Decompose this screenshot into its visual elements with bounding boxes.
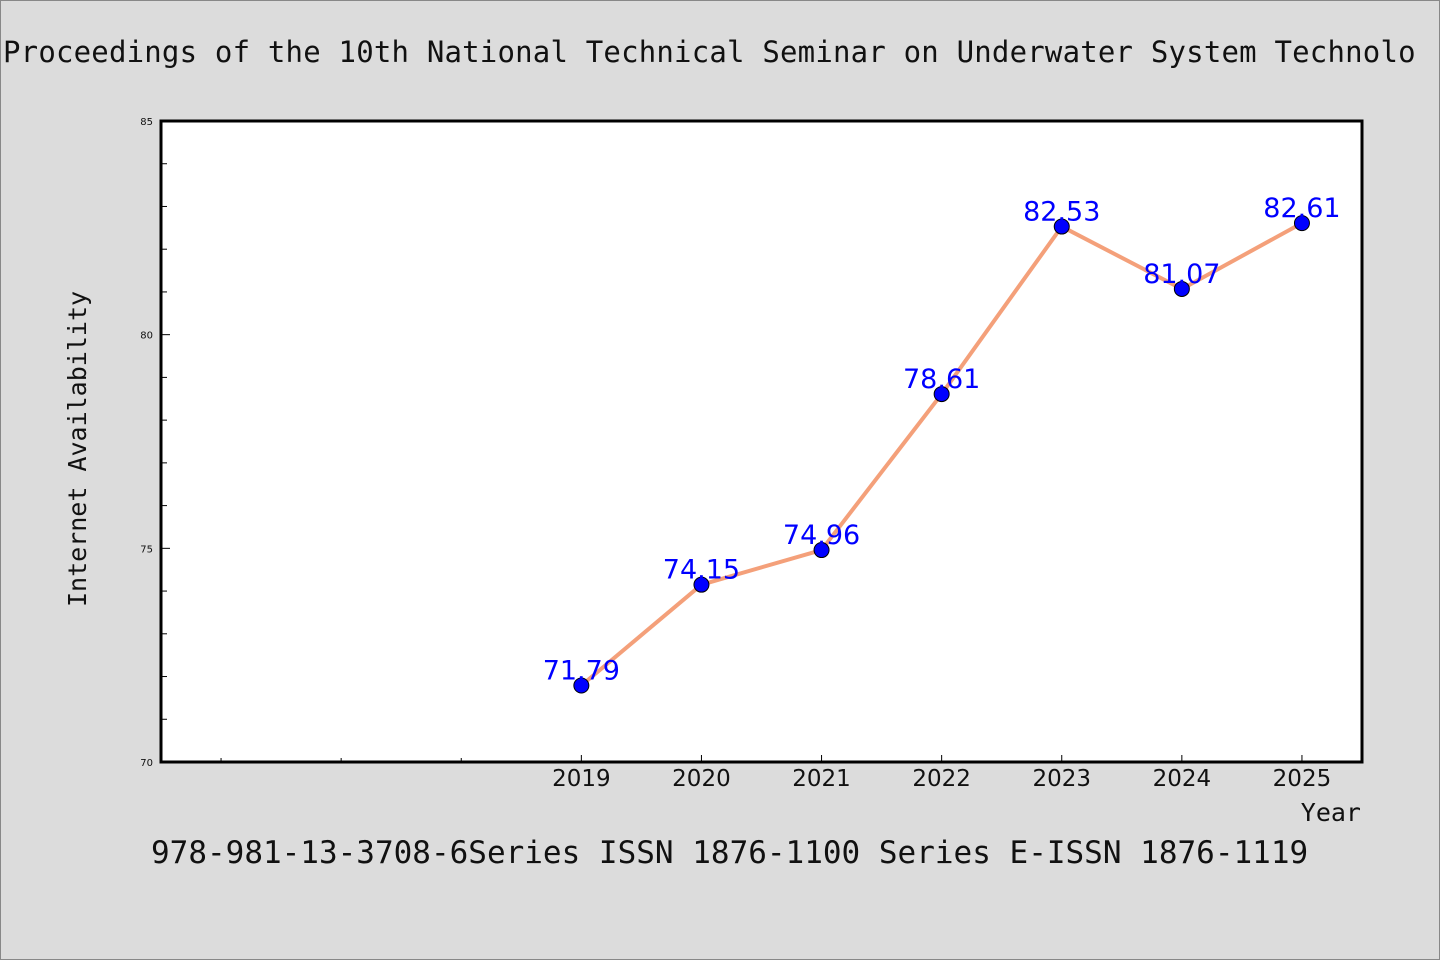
data-label: 81.07 [1143,259,1220,290]
isbn-footer: 978-981-13-3708-6Series ISSN 1876-1100 S… [151,835,1309,871]
data-point [933,386,950,403]
x-tick-label: 2023 [1032,766,1091,792]
data-point [813,542,830,559]
data-label: 78.61 [903,364,980,395]
x-tick-label: 2024 [1153,766,1212,792]
y-tick-label: 85 [140,117,153,128]
data-label: 74.15 [663,555,740,586]
x-tick-label: 2025 [1273,766,1332,792]
x-tick-label: 2019 [552,766,611,792]
y-axis-label: Internet Availability [63,291,92,607]
data-point [1173,280,1190,297]
data-label: 82.53 [1023,197,1100,228]
y-tick-label: 80 [140,331,153,342]
x-axis-label: Year [1301,798,1361,827]
data-point [1053,218,1070,235]
data-point [1293,215,1310,232]
data-label: 74.96 [783,520,860,551]
data-point [573,677,590,694]
data-point [693,576,710,593]
x-tick-label: 2022 [912,766,971,792]
x-tick-label: 2020 [672,766,731,792]
chart-title: Proceedings of the 10th National Technic… [3,35,1416,69]
data-label: 71.79 [543,656,620,687]
plot-area [159,119,1364,764]
data-label: 82.61 [1263,193,1340,224]
y-tick-label: 75 [140,544,153,555]
y-tick-label: 70 [140,758,153,769]
x-tick-label: 2021 [792,766,851,792]
